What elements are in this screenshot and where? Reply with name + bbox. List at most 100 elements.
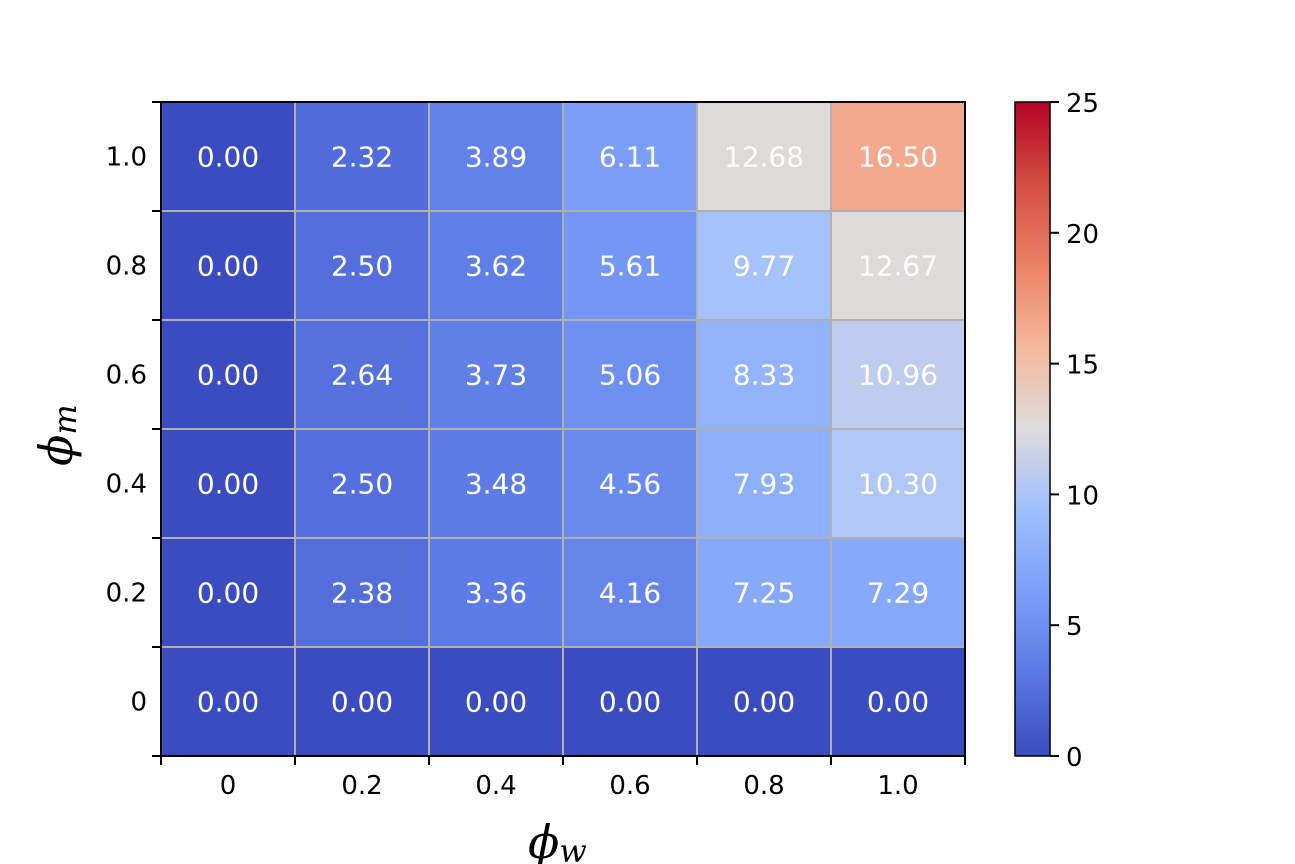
heatmap-cell	[429, 102, 564, 212]
heatmap-cell	[161, 320, 296, 430]
cell-value-label: 7.29	[867, 577, 929, 610]
heatmap-cell	[295, 211, 430, 321]
heatmap-cell-labels: 0.00 0.00 0.00 0.00 0.00 0.00 0.00 2.38 3.36 4.16…	[197, 141, 938, 719]
cell-value-label: 3.36	[465, 577, 527, 610]
heatmap-cell	[697, 429, 832, 539]
cell-value-label: 10.96	[858, 359, 938, 392]
colorbar-tick-label: 25	[1066, 89, 1099, 119]
heatmap-cell	[697, 211, 832, 321]
cell-value-label: 7.93	[733, 468, 795, 501]
heatmap-cell	[563, 647, 698, 757]
cell-value-label: 6.11	[599, 141, 661, 174]
cell-value-label: 3.48	[465, 468, 527, 501]
heatmap-cells	[161, 102, 966, 757]
x-tick-label: 0.6	[609, 771, 650, 801]
y-tick-label: 0.6	[106, 361, 147, 391]
cell-value-label: 0.00	[599, 686, 661, 719]
cell-value-label: 0.00	[867, 686, 929, 719]
heatmap-cell	[161, 429, 296, 539]
heatmap-cell	[295, 429, 430, 539]
cell-value-label: 0.00	[197, 686, 259, 719]
cell-value-label: 9.77	[733, 250, 795, 283]
cell-value-label: 3.73	[465, 359, 527, 392]
heatmap-cell	[831, 320, 966, 430]
heatmap-cell	[697, 647, 832, 757]
heatmap-cell	[563, 429, 698, 539]
heatmap-cell	[831, 102, 966, 212]
x-tick-label: 0.8	[743, 771, 784, 801]
x-axis: 0 0.2 0.4 0.6 0.8 1.0	[160, 756, 966, 801]
heatmap-cell	[563, 320, 698, 430]
cell-value-label: 3.62	[465, 250, 527, 283]
cell-value-label: 0.00	[197, 359, 259, 392]
x-axis-label: ϕw	[528, 815, 587, 864]
y-tick-label: 0.4	[106, 470, 147, 500]
colorbar-tick-label: 0	[1066, 743, 1083, 773]
cell-value-label: 7.25	[733, 577, 795, 610]
cell-value-label: 16.50	[858, 141, 938, 174]
heatmap-cell	[831, 538, 966, 648]
cell-value-label: 0.00	[197, 468, 259, 501]
cell-value-label: 5.06	[599, 359, 661, 392]
y-tick-label: 0.8	[106, 252, 147, 282]
heatmap-cell	[429, 538, 564, 648]
cell-value-label: 3.89	[465, 141, 527, 174]
heatmap-cell	[161, 647, 296, 757]
heatmap-cell	[563, 211, 698, 321]
heatmap-cell	[295, 102, 430, 212]
heatmap-cell	[697, 102, 832, 212]
heatmap-cell	[429, 647, 564, 757]
colorbar-tick-label: 15	[1066, 351, 1099, 381]
cell-value-label: 12.67	[858, 250, 938, 283]
heatmap-cell	[831, 647, 966, 757]
y-tick-label: 0.2	[106, 579, 147, 609]
cell-value-label: 0.00	[197, 141, 259, 174]
cell-value-label: 5.61	[599, 250, 661, 283]
y-axis-label: ϕm	[29, 404, 84, 466]
cell-value-label: 10.30	[858, 468, 938, 501]
heatmap-cell	[161, 102, 296, 212]
heatmap-cell	[831, 211, 966, 321]
heatmap-cell	[429, 211, 564, 321]
heatmap-cell	[831, 429, 966, 539]
x-tick-label: 1.0	[877, 771, 918, 801]
heatmap-cell	[563, 538, 698, 648]
x-axis-label-subscript: w	[559, 832, 586, 864]
cell-value-label: 0.00	[331, 686, 393, 719]
cell-value-label: 2.64	[331, 359, 393, 392]
cell-value-label: 4.56	[599, 468, 661, 501]
cell-value-label: 2.50	[331, 468, 393, 501]
cell-value-label: 0.00	[197, 250, 259, 283]
heatmap-cell	[295, 320, 430, 430]
x-tick-label: 0.2	[341, 771, 382, 801]
cell-value-label: 2.38	[331, 577, 393, 610]
heatmap-cell	[563, 102, 698, 212]
heatmap-cell	[161, 538, 296, 648]
heatmap-cell	[429, 429, 564, 539]
colorbar-tick-label: 5	[1066, 612, 1083, 642]
heatmap-cell	[697, 538, 832, 648]
colorbar-tick-label: 10	[1066, 481, 1099, 511]
y-tick-label: 1.0	[106, 143, 147, 173]
cell-value-label: 0.00	[197, 577, 259, 610]
x-axis-label-symbol: ϕ	[528, 815, 559, 864]
cell-value-label: 12.68	[724, 141, 804, 174]
x-tick-label: 0	[220, 771, 237, 801]
heatmap-cell	[697, 320, 832, 430]
cell-value-label: 4.16	[599, 577, 661, 610]
y-axis-label-subscript: m	[46, 404, 84, 434]
heatmap-cell	[295, 647, 430, 757]
colorbar-ticks: 0 5 10 15 20 25	[1050, 89, 1099, 773]
cell-value-label: 2.50	[331, 250, 393, 283]
cell-value-label: 8.33	[733, 359, 795, 392]
x-tick-label: 0.4	[475, 771, 516, 801]
heatmap-cell	[429, 320, 564, 430]
cell-value-label: 0.00	[733, 686, 795, 719]
colorbar-tick-label: 20	[1066, 220, 1099, 250]
cell-value-label: 0.00	[465, 686, 527, 719]
y-tick-label: 0	[130, 688, 147, 718]
y-axis: 0 0.2 0.4 0.6 0.8 1.0	[106, 101, 161, 757]
colorbar	[1014, 101, 1051, 757]
y-axis-label-symbol: ϕ	[29, 435, 83, 466]
